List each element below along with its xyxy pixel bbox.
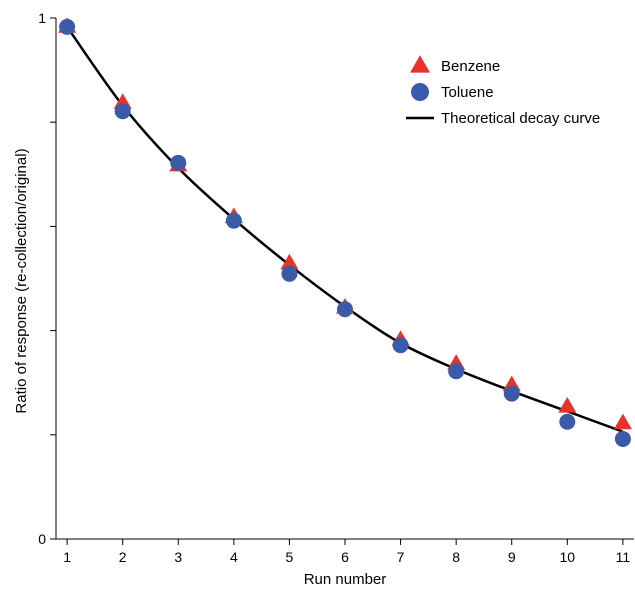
x-tick-label: 1 xyxy=(63,549,71,565)
toluene-point xyxy=(114,103,131,120)
x-tick-label: 8 xyxy=(452,549,460,565)
axes: 1 2 3 4 5 6 7 8 9 10 11 0 1 xyxy=(38,10,634,565)
toluene-point xyxy=(614,430,631,447)
legend-toluene-marker xyxy=(411,83,429,101)
x-tick-label: 2 xyxy=(119,549,127,565)
points-layer xyxy=(58,17,632,447)
decay-curve-line xyxy=(66,26,624,433)
x-tick-label: 3 xyxy=(174,549,182,565)
toluene-point xyxy=(392,337,409,354)
legend-label: Benzene xyxy=(441,58,500,75)
legend-label: Toluene xyxy=(441,84,494,101)
x-tick-label: 4 xyxy=(230,549,238,565)
toluene-point xyxy=(503,385,520,402)
x-tick-label: 5 xyxy=(286,549,294,565)
y-axis-title: Ratio of response (re-collection/origina… xyxy=(13,148,30,413)
curve-layer xyxy=(66,26,624,433)
benzene-point xyxy=(613,413,632,430)
toluene-point xyxy=(59,18,76,35)
legend: Benzene Toluene Theoretical decay curve xyxy=(406,55,600,127)
x-tick-label: 11 xyxy=(616,549,631,565)
x-tick-label: 6 xyxy=(341,549,349,565)
benzene-point xyxy=(280,253,299,270)
toluene-point xyxy=(281,265,298,282)
benzene-point xyxy=(558,397,577,413)
x-tick-label: 9 xyxy=(508,549,516,565)
y-tick-label: 0 xyxy=(38,531,46,547)
x-tick-label: 10 xyxy=(560,549,576,565)
toluene-point xyxy=(225,212,242,229)
legend-benzene-marker xyxy=(410,55,430,73)
x-axis-title: Run number xyxy=(304,571,387,588)
legend-label: Theoretical decay curve xyxy=(441,110,600,127)
y-tick-label: 1 xyxy=(38,10,46,26)
x-tick-label: 7 xyxy=(397,549,405,565)
toluene-point xyxy=(170,154,187,171)
toluene-point xyxy=(559,413,576,430)
toluene-point xyxy=(448,363,465,380)
toluene-point xyxy=(337,301,353,318)
